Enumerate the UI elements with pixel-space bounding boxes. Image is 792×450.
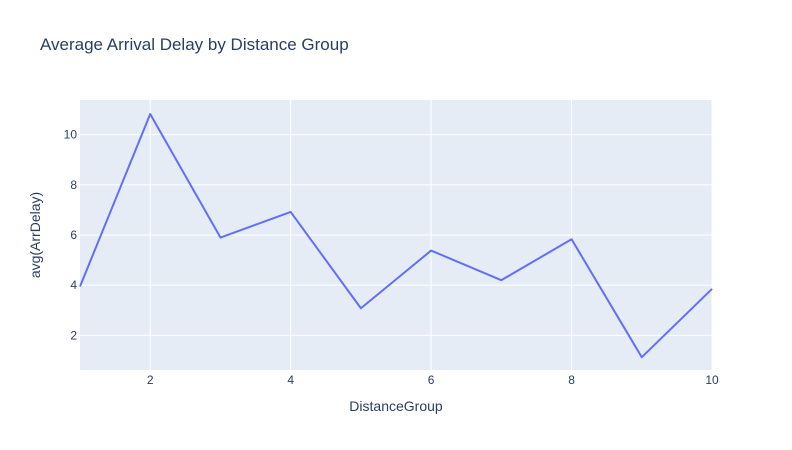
y-tick-label: 8 xyxy=(70,178,77,192)
grid-lines xyxy=(80,100,713,370)
series-layer xyxy=(79,113,713,359)
y-tick-label: 6 xyxy=(70,228,77,242)
x-tick-label: 2 xyxy=(147,373,154,387)
chart-title: Average Arrival Delay by Distance Group xyxy=(40,35,349,54)
y-axis-title: avg(ArrDelay) xyxy=(27,192,43,278)
y-tick-label: 2 xyxy=(70,328,77,342)
x-tick-label: 4 xyxy=(287,373,294,387)
x-tick-label: 6 xyxy=(428,373,435,387)
y-axis-ticks: 2 4 6 8 10 xyxy=(64,128,78,343)
series-line xyxy=(79,113,713,359)
x-axis-ticks: 2 4 6 8 10 xyxy=(147,373,719,387)
y-tick-label: 4 xyxy=(70,278,77,292)
x-tick-label: 8 xyxy=(568,373,575,387)
x-tick-label: 10 xyxy=(705,373,719,387)
y-tick-label: 10 xyxy=(64,128,78,142)
x-axis-title: DistanceGroup xyxy=(349,398,443,414)
